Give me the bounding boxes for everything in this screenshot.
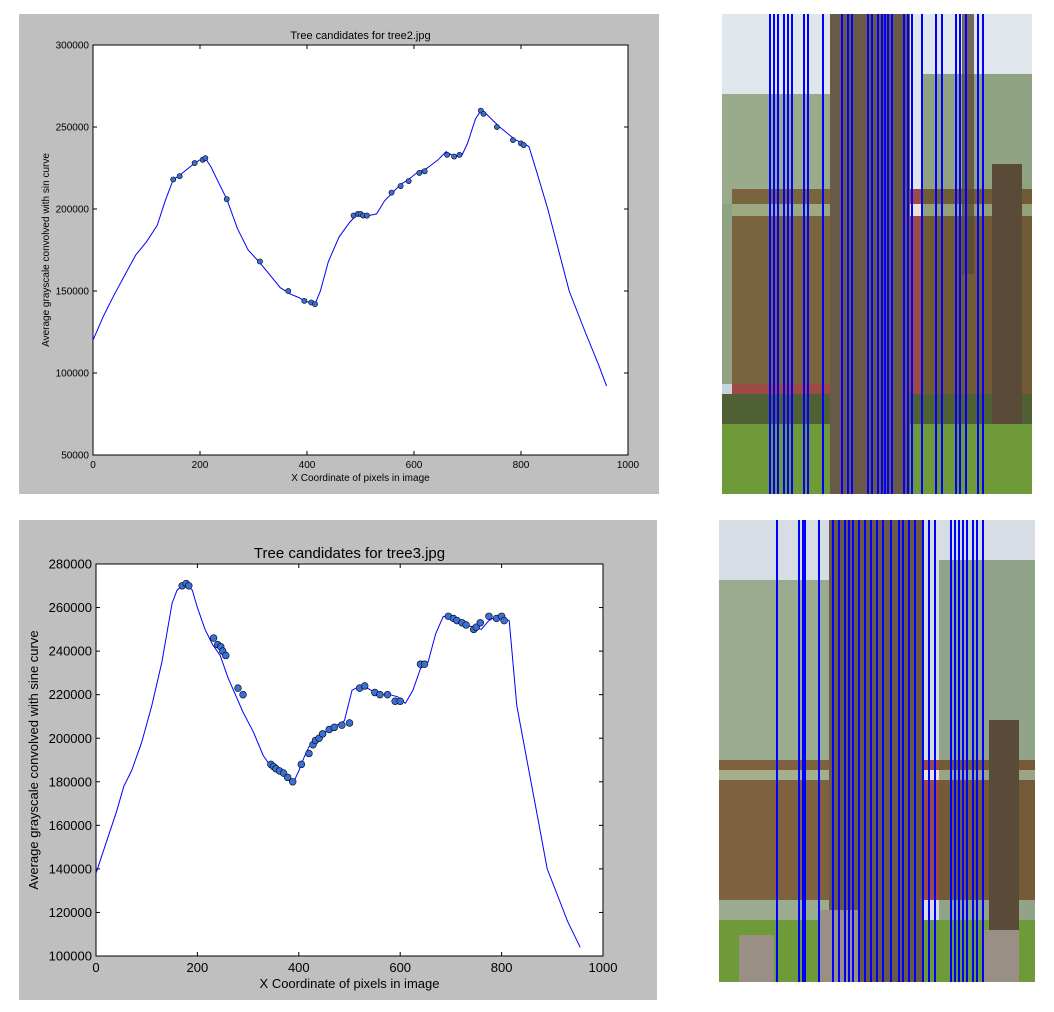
candidate-marker: [222, 651, 230, 660]
x-tick-label: 200: [192, 460, 209, 471]
candidate-marker: [500, 616, 508, 625]
candidate-marker: [444, 151, 451, 158]
candidate-marker: [318, 730, 327, 738]
candidate-marker: [485, 612, 493, 620]
y-tick-label: 280000: [49, 557, 92, 572]
candidate-marker: [330, 723, 338, 732]
candidate-marker: [376, 690, 384, 699]
candidate-marker: [345, 719, 354, 727]
candidate-marker: [520, 142, 527, 148]
candidate-marker: [383, 690, 392, 699]
candidate-marker: [185, 582, 193, 590]
candidate-marker: [364, 212, 370, 219]
x-axis-label: X Coordinate of pixels in image: [260, 976, 440, 991]
y-tick-label: 250000: [56, 123, 90, 134]
candidate-marker: [223, 196, 230, 203]
tree3-candidate-lines: [776, 520, 984, 982]
candidate-marker: [289, 778, 297, 786]
tree2-photo-image: [722, 14, 1032, 494]
tree2-candidate-lines: [769, 14, 984, 494]
candidate-marker: [239, 690, 247, 699]
candidate-marker: [480, 110, 487, 117]
x-tick-label: 1000: [617, 460, 640, 471]
candidate-marker: [494, 124, 500, 130]
candidate-marker: [283, 773, 292, 782]
y-tick-label: 150000: [56, 287, 90, 298]
plot-area: [92, 44, 629, 456]
y-tick-label: 120000: [49, 905, 92, 920]
x-tick-label: 200: [187, 960, 209, 975]
x-tick-label: 1000: [589, 960, 618, 975]
candidate-marker: [170, 176, 177, 183]
x-axis-label: X Coordinate of pixels in image: [291, 473, 430, 484]
chart-tree3-svg: 0 200 400 600 800 1000 100000 120000 140000 16000…: [26, 545, 618, 991]
y-tick-label: 180000: [49, 774, 92, 789]
y-tick-label: 100000: [56, 369, 90, 380]
candidate-marker: [285, 288, 292, 294]
y-tick-label: 50000: [61, 451, 89, 462]
x-tick-label: 800: [513, 460, 530, 471]
tree2-photo: [722, 14, 1032, 494]
candidate-marker: [234, 684, 242, 692]
y-tick-label: 300000: [56, 41, 90, 52]
y-axis-label: Average grayscale convolved with sine cu…: [26, 630, 41, 889]
y-axis-label: Average grayscale convolved with sin cur…: [41, 153, 52, 347]
y-tick-label: 200000: [56, 205, 90, 216]
candidate-marker: [257, 258, 263, 265]
tree3-photo: [719, 520, 1035, 982]
candidate-marker: [388, 189, 395, 196]
x-tick-label: 400: [299, 460, 316, 471]
candidate-marker: [176, 173, 183, 180]
y-tick-label: 200000: [49, 731, 92, 746]
candidate-marker: [312, 301, 318, 308]
y-tick-label: 160000: [49, 818, 92, 833]
candidate-marker: [397, 183, 404, 189]
chart-panel-tree3: 0 200 400 600 800 1000 100000 120000 140000 16000…: [19, 520, 657, 1000]
candidate-marker: [451, 153, 458, 160]
x-tick-label: 800: [491, 960, 513, 975]
y-tick-label: 240000: [49, 644, 92, 659]
x-tick-label: 600: [406, 460, 423, 471]
chart-title: Tree candidates for tree3.jpg: [254, 545, 445, 562]
y-tick-label: 100000: [49, 949, 92, 964]
candidate-marker: [476, 619, 485, 627]
x-tick-label: 600: [389, 960, 411, 975]
candidate-marker: [396, 697, 404, 705]
candidate-marker: [305, 749, 313, 758]
x-tick-label: 400: [288, 960, 310, 975]
candidate-marker: [191, 160, 198, 166]
candidate-marker: [361, 682, 369, 690]
chart-title: Tree candidates for tree2.jpg: [290, 30, 430, 42]
y-tick-label: 260000: [49, 600, 92, 615]
candidate-marker: [338, 721, 346, 729]
candidate-marker: [421, 168, 428, 175]
y-tick-label: 140000: [49, 861, 92, 876]
candidate-marker: [301, 297, 308, 304]
x-tick-label: 0: [90, 460, 96, 471]
chart-panel-tree2: 0 200 400 600 800 1000 50000 100000 150000 200000…: [19, 14, 659, 494]
candidate-marker: [297, 760, 306, 769]
y-tick-label: 220000: [49, 687, 92, 702]
candidate-marker: [420, 660, 429, 668]
candidate-marker: [405, 178, 412, 185]
candidate-marker: [209, 634, 218, 642]
candidate-marker: [202, 155, 209, 162]
candidate-marker: [510, 137, 516, 144]
x-tick-label: 0: [92, 960, 99, 975]
candidate-marker: [416, 170, 423, 176]
candidate-marker: [462, 621, 470, 629]
plot-area: [95, 563, 604, 957]
candidate-marker: [456, 151, 463, 158]
chart-tree2-svg: 0 200 400 600 800 1000 50000 100000 150000 200000…: [41, 30, 640, 484]
tree3-photo-image: [719, 520, 1035, 982]
